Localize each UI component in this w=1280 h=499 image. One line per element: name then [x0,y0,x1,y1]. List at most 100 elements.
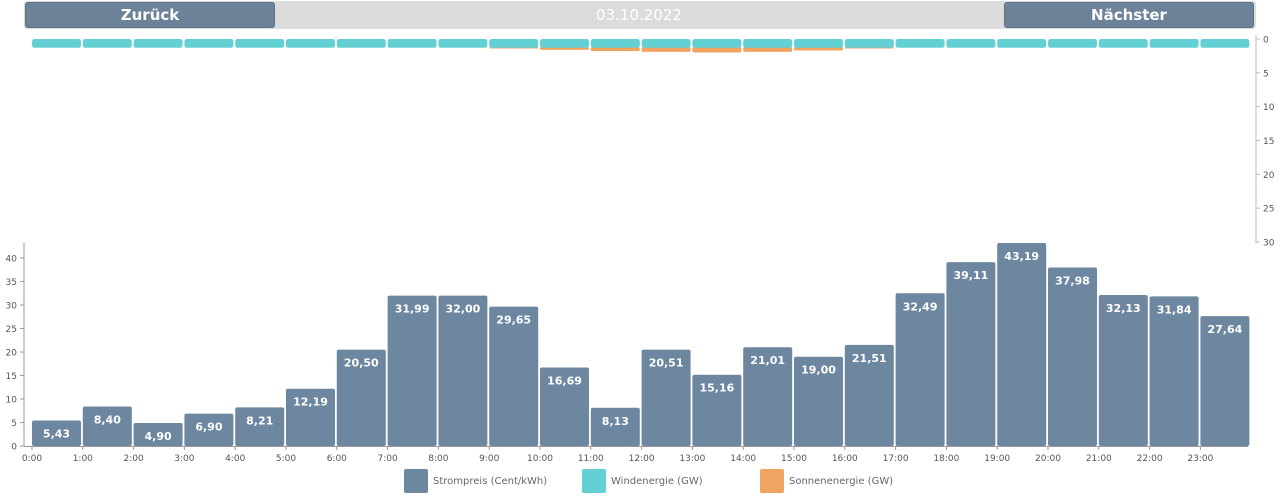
price-data-label: 37,98 [1055,274,1090,287]
price-bar[interactable] [438,295,488,446]
wind-bar[interactable] [1098,39,1148,48]
wind-bar[interactable] [32,39,81,48]
price-data-label: 20,50 [344,357,379,370]
price-y-tick-label: 25 [6,325,17,335]
x-tick-label: 22:00 [1137,454,1163,464]
price-y-tick-label: 40 [6,254,18,264]
x-tick-label: 7:00 [377,454,397,464]
wind-bar[interactable] [133,39,183,48]
price-bar[interactable] [133,422,183,446]
price-bar[interactable] [946,262,996,446]
solar-bar[interactable] [540,47,589,50]
price-data-label: 8,13 [602,415,629,428]
price-bar[interactable] [1200,316,1250,446]
price-data-label: 29,65 [496,314,531,327]
price-bar[interactable] [844,344,894,446]
price-bar[interactable] [641,349,691,446]
price-bar[interactable] [1098,294,1148,446]
price-data-label: 8,40 [94,414,121,427]
price-data-label: 19,00 [801,364,836,377]
price-data-label: 5,43 [43,427,70,440]
wind-bar[interactable] [997,39,1047,48]
solar-bar[interactable] [794,47,843,51]
price-data-label: 39,11 [954,269,989,282]
x-tick-label: 14:00 [730,454,756,464]
x-tick-label: 13:00 [679,454,705,464]
energy-y-tick-label: 30 [1263,239,1275,249]
price-bar[interactable] [235,407,285,446]
wind-bar[interactable] [641,39,691,48]
price-bar[interactable] [387,295,437,446]
solar-bar[interactable] [641,47,691,52]
wind-bar[interactable] [438,39,488,48]
price-data-label: 31,99 [395,303,430,316]
wind-bar[interactable] [946,39,996,48]
solar-bar[interactable] [692,47,742,53]
price-bar[interactable] [32,420,81,446]
energy-y-tick-label: 5 [1263,69,1269,79]
wind-bar[interactable] [590,39,640,48]
x-tick-label: 8:00 [428,454,448,464]
x-tick-label: 18:00 [933,454,959,464]
x-tick-label: 21:00 [1086,454,1112,464]
price-data-label: 21,01 [750,354,785,367]
price-bar[interactable] [590,407,640,446]
wind-bar[interactable] [794,39,843,48]
x-tick-label: 11:00 [578,454,604,464]
wind-bar[interactable] [82,39,132,48]
wind-bar[interactable] [184,39,234,48]
legend-item-wind[interactable]: Windenergie (GW) [582,469,703,493]
wind-bar[interactable] [844,39,894,48]
wind-bar[interactable] [387,39,437,48]
solar-bar[interactable] [590,47,640,52]
price-data-label: 8,21 [246,414,273,427]
price-bar[interactable] [489,306,539,446]
x-tick-label: 16:00 [832,454,858,464]
energy-y-tick-label: 25 [1263,205,1274,215]
x-tick-label: 20:00 [1035,454,1061,464]
price-bar[interactable] [336,349,386,446]
price-y-tick-label: 20 [6,348,18,358]
price-bar[interactable] [997,243,1047,446]
wind-bar[interactable] [336,39,386,48]
legend-item-price[interactable]: Strompreis (Cent/kWh) [404,469,547,493]
price-bar[interactable] [743,347,793,446]
wind-bar[interactable] [895,39,945,48]
price-bar[interactable] [286,388,335,446]
next-day-button[interactable]: Nächster [1004,2,1254,28]
wind-bar[interactable] [235,39,285,48]
current-date: 03.10.2022 [596,6,682,24]
price-bar[interactable] [692,374,742,446]
x-tick-label: 12:00 [629,454,655,464]
x-tick-label: 1:00 [73,454,93,464]
wind-bar[interactable] [1048,39,1097,48]
x-tick-label: 3:00 [174,454,194,464]
legend-label: Windenergie (GW) [611,475,703,487]
price-data-label: 20,51 [649,357,684,370]
price-data-label: 16,69 [547,375,582,388]
energy-y-tick-label: 10 [1263,103,1275,113]
legend-label: Sonnenenergie (GW) [789,475,894,487]
solar-bar[interactable] [743,47,793,52]
solar-swatch-icon [760,469,784,493]
wind-swatch-icon [582,469,606,493]
wind-bar[interactable] [286,39,335,48]
price-y-tick-label: 0 [11,443,17,453]
price-bar[interactable] [540,367,589,446]
wind-bar[interactable] [489,39,539,48]
price-bar[interactable] [1149,296,1199,446]
price-bar[interactable] [1048,267,1097,446]
wind-bar[interactable] [1149,39,1199,48]
price-bar[interactable] [794,356,843,446]
price-swatch-icon [404,469,428,493]
price-bar[interactable] [895,293,945,446]
wind-bar[interactable] [540,39,589,48]
price-bar[interactable] [184,413,234,446]
price-bar[interactable] [82,406,132,446]
wind-bar[interactable] [743,39,793,48]
previous-day-button[interactable]: Zurück [25,2,275,28]
legend-item-solar[interactable]: Sonnenenergie (GW) [760,469,893,493]
wind-bar[interactable] [1200,39,1250,48]
wind-bar[interactable] [692,39,742,48]
